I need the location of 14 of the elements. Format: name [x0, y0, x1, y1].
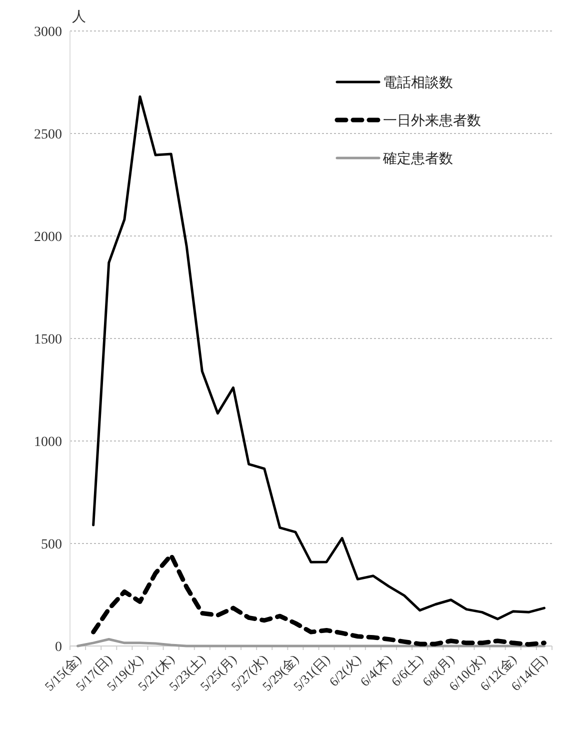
legend-label: 電話相談数	[383, 75, 453, 91]
y-tick-label: 2500	[34, 128, 62, 142]
line-series	[92, 95, 546, 620]
line-series	[91, 552, 546, 647]
y-tick-label: 1000	[34, 435, 62, 450]
legend-label: 一日外来患者数	[383, 113, 481, 129]
y-tick-label: 3000	[34, 25, 62, 40]
y-tick-label: 2000	[34, 230, 62, 245]
y-tick-label: 0	[55, 640, 62, 655]
y-axis-title: 人	[72, 9, 86, 25]
y-tick-label: 500	[41, 538, 62, 552]
y-tick-label: 1500	[34, 332, 62, 348]
legend-label: 確定患者数	[382, 151, 453, 167]
line-series	[76, 638, 546, 648]
